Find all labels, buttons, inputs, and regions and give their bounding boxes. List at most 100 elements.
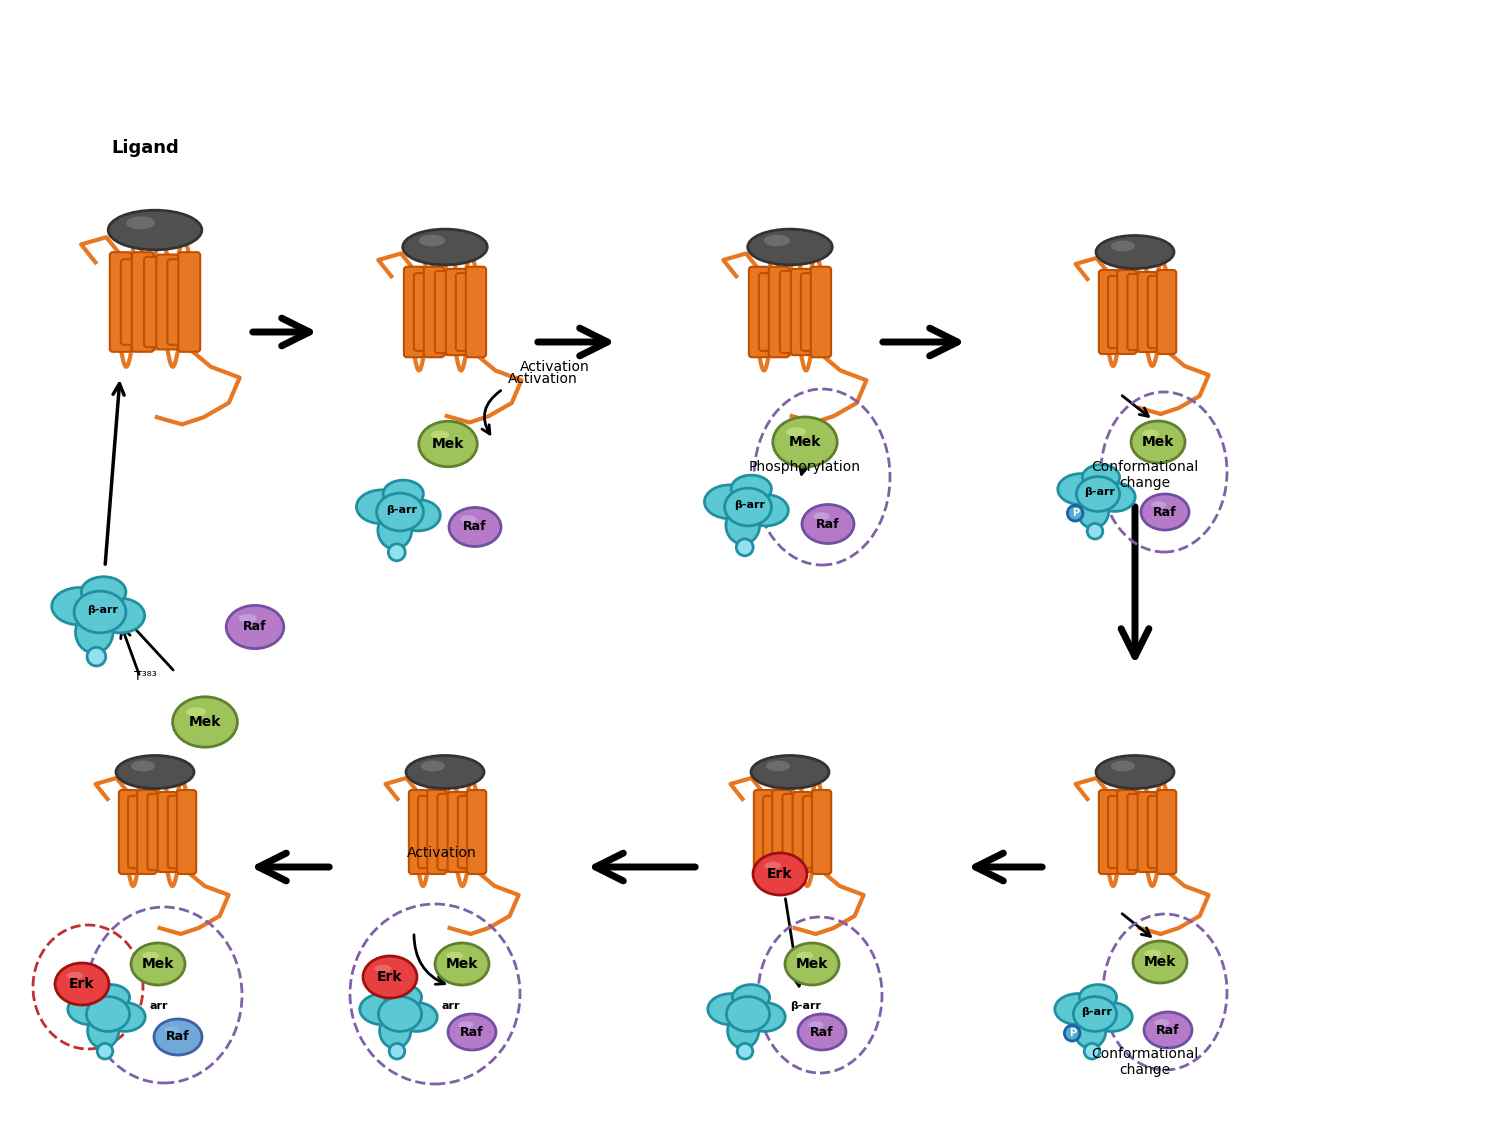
FancyBboxPatch shape [414,273,434,351]
Circle shape [1065,1026,1080,1042]
Ellipse shape [1142,494,1190,530]
Ellipse shape [460,515,477,523]
Ellipse shape [142,951,159,959]
Ellipse shape [130,761,154,771]
Ellipse shape [66,972,82,980]
Ellipse shape [1095,483,1136,512]
Ellipse shape [1155,1019,1170,1027]
Ellipse shape [396,500,441,531]
Text: Raf: Raf [243,620,267,634]
Text: Mek: Mek [432,437,464,451]
Ellipse shape [447,951,464,959]
FancyBboxPatch shape [812,267,831,357]
Ellipse shape [435,943,489,986]
Ellipse shape [406,756,484,788]
FancyBboxPatch shape [1148,796,1167,868]
Ellipse shape [764,234,790,247]
FancyBboxPatch shape [147,794,166,870]
Ellipse shape [419,234,446,247]
FancyBboxPatch shape [764,796,783,868]
Text: Raf: Raf [166,1030,190,1044]
Text: Raf: Raf [1156,1023,1180,1037]
Text: Raf: Raf [816,517,840,531]
Ellipse shape [380,1013,411,1048]
Text: Activation: Activation [509,372,578,386]
Ellipse shape [705,485,754,518]
FancyBboxPatch shape [438,794,456,870]
Circle shape [736,1044,753,1059]
FancyBboxPatch shape [118,790,138,874]
Ellipse shape [765,862,782,869]
FancyBboxPatch shape [1156,790,1176,874]
Ellipse shape [708,994,754,1024]
FancyBboxPatch shape [1128,794,1146,870]
Ellipse shape [1083,465,1119,490]
Ellipse shape [87,997,129,1031]
FancyBboxPatch shape [783,794,801,870]
Ellipse shape [808,1021,824,1029]
Text: Raf: Raf [464,521,488,533]
Ellipse shape [378,997,422,1031]
Ellipse shape [357,490,407,524]
Circle shape [736,539,753,556]
Ellipse shape [430,431,450,440]
Ellipse shape [93,984,129,1010]
Ellipse shape [1054,994,1101,1024]
Ellipse shape [1058,474,1104,505]
Text: Raf: Raf [1154,506,1178,518]
FancyBboxPatch shape [770,267,789,357]
Ellipse shape [448,507,501,547]
FancyBboxPatch shape [122,259,142,345]
Ellipse shape [87,1013,118,1048]
Ellipse shape [798,1014,846,1049]
FancyBboxPatch shape [178,252,200,352]
Ellipse shape [728,1013,759,1048]
Text: Ligand: Ligand [111,139,178,156]
FancyBboxPatch shape [466,790,486,874]
Text: Mek: Mek [789,435,820,449]
FancyBboxPatch shape [456,273,476,351]
Ellipse shape [1077,476,1119,512]
Ellipse shape [384,984,422,1010]
Text: Erk: Erk [766,867,792,880]
FancyBboxPatch shape [1118,790,1137,874]
Ellipse shape [448,1014,497,1049]
Ellipse shape [105,1003,146,1031]
FancyBboxPatch shape [748,267,770,357]
Ellipse shape [81,577,126,606]
Circle shape [87,648,106,666]
Text: β-arr: β-arr [87,605,117,614]
Ellipse shape [1144,950,1161,957]
Text: Mek: Mek [796,957,828,971]
Ellipse shape [747,230,833,265]
Text: Raf: Raf [460,1026,484,1038]
FancyBboxPatch shape [1108,276,1128,348]
Ellipse shape [1143,429,1160,437]
Text: β-arr: β-arr [1082,1007,1113,1018]
FancyBboxPatch shape [772,790,792,874]
FancyBboxPatch shape [790,268,812,355]
Ellipse shape [154,1019,203,1055]
Ellipse shape [186,707,207,716]
FancyBboxPatch shape [1148,276,1167,348]
Ellipse shape [732,984,770,1010]
Circle shape [1084,1044,1100,1059]
Ellipse shape [786,427,807,436]
Circle shape [388,544,405,561]
Ellipse shape [753,853,807,895]
Ellipse shape [108,210,202,250]
Text: P: P [1071,508,1078,518]
FancyBboxPatch shape [1137,272,1156,352]
Text: Mek: Mek [189,715,220,729]
Ellipse shape [130,943,184,986]
Text: β-arr: β-arr [387,505,417,515]
Text: Mek: Mek [1142,435,1174,449]
Ellipse shape [375,965,392,973]
FancyBboxPatch shape [435,271,454,353]
Ellipse shape [1074,1013,1106,1048]
Ellipse shape [1132,941,1186,983]
Text: β-arr: β-arr [735,500,765,510]
Text: Activation: Activation [520,360,590,373]
FancyBboxPatch shape [158,791,177,872]
Ellipse shape [422,761,446,771]
